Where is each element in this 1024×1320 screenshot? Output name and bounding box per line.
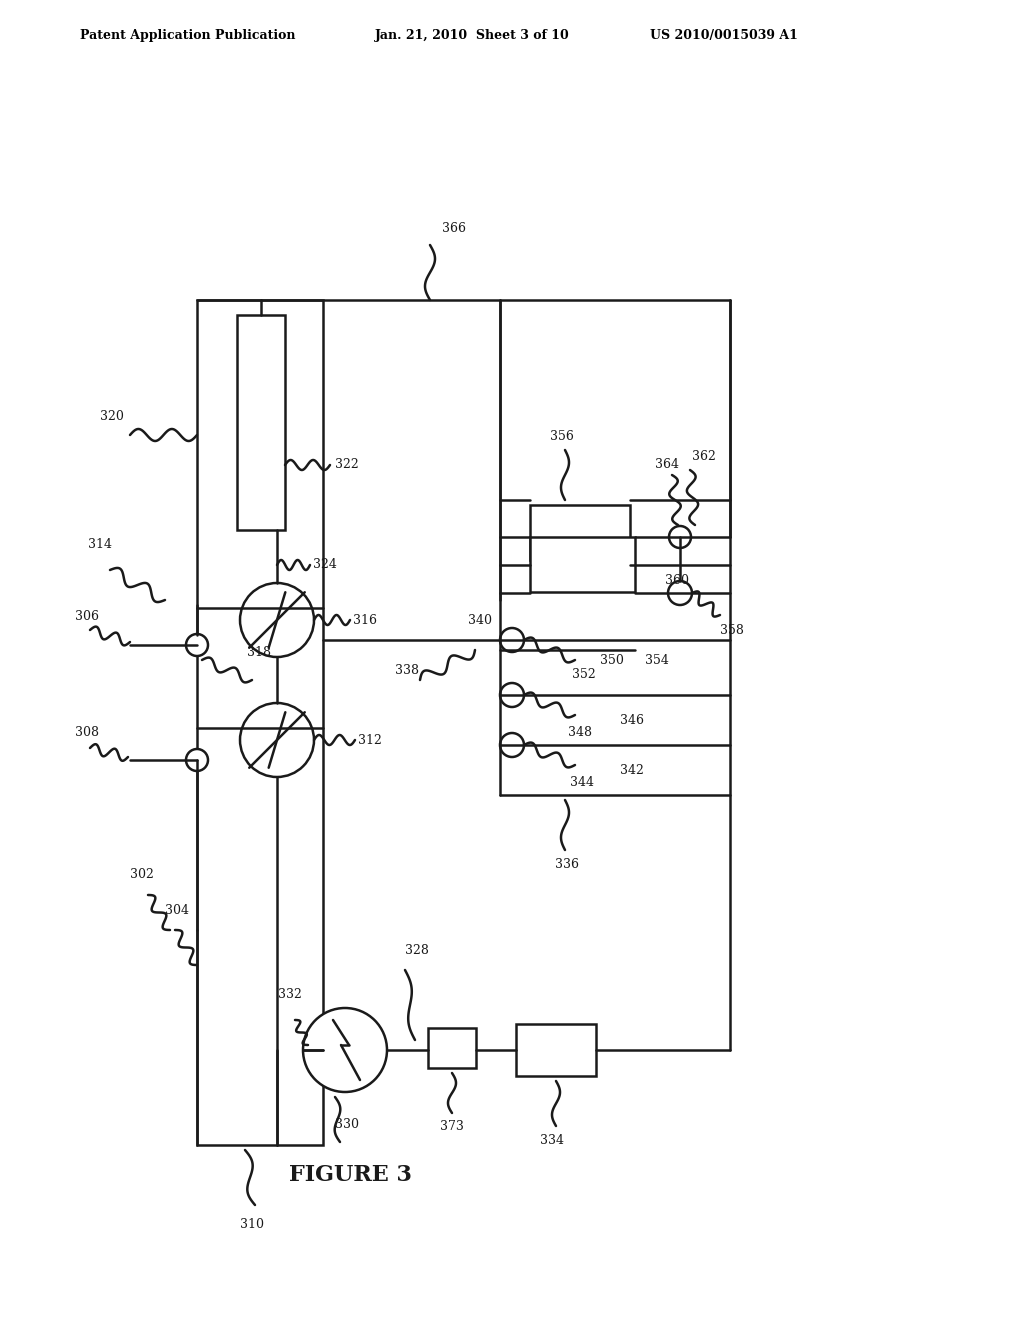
Text: 342: 342	[620, 763, 644, 776]
Text: 344: 344	[570, 776, 594, 789]
Text: 330: 330	[335, 1118, 359, 1131]
Text: 310: 310	[240, 1218, 264, 1232]
Bar	[237, 315, 285, 531]
Text: Patent Application Publication: Patent Application Publication	[80, 29, 296, 41]
Text: 364: 364	[655, 458, 679, 471]
Text: 312: 312	[358, 734, 382, 747]
Text: FIGURE 3: FIGURE 3	[289, 1164, 412, 1185]
Text: 314: 314	[88, 539, 112, 552]
Text: 308: 308	[75, 726, 99, 738]
Text: 320: 320	[100, 411, 124, 424]
Bar	[197, 300, 323, 1144]
Text: 316: 316	[353, 614, 377, 627]
Text: 332: 332	[278, 989, 302, 1002]
Circle shape	[240, 704, 314, 777]
Circle shape	[500, 733, 524, 756]
Text: 338: 338	[395, 664, 419, 676]
Text: 318: 318	[247, 645, 271, 659]
Text: 360: 360	[665, 573, 689, 586]
Text: 358: 358	[720, 623, 743, 636]
Text: 348: 348	[568, 726, 592, 739]
Text: 304: 304	[165, 903, 189, 916]
Text: US 2010/0015039 A1: US 2010/0015039 A1	[650, 29, 798, 41]
Circle shape	[500, 628, 524, 652]
Circle shape	[500, 682, 524, 708]
Circle shape	[669, 525, 691, 548]
Text: 322: 322	[335, 458, 358, 471]
Text: 328: 328	[406, 944, 429, 957]
Text: 302: 302	[130, 869, 154, 882]
Text: 324: 324	[313, 558, 337, 572]
Bar	[530, 506, 630, 560]
Bar	[530, 537, 635, 591]
Text: 350: 350	[600, 653, 624, 667]
Circle shape	[303, 1008, 387, 1092]
Circle shape	[668, 581, 692, 605]
Text: 346: 346	[620, 714, 644, 726]
Text: 336: 336	[555, 858, 579, 871]
Circle shape	[186, 634, 208, 656]
Text: 352: 352	[572, 668, 596, 681]
Circle shape	[186, 748, 208, 771]
Text: 334: 334	[540, 1134, 564, 1147]
Bar	[516, 1024, 596, 1076]
Text: 373: 373	[440, 1119, 464, 1133]
Text: 362: 362	[692, 450, 716, 463]
Bar	[428, 1028, 476, 1068]
Text: Jan. 21, 2010  Sheet 3 of 10: Jan. 21, 2010 Sheet 3 of 10	[375, 29, 569, 41]
Text: 354: 354	[645, 653, 669, 667]
Text: 366: 366	[442, 222, 466, 235]
Text: 306: 306	[75, 610, 99, 623]
Text: 356: 356	[550, 430, 573, 444]
Text: 340: 340	[468, 614, 492, 627]
Circle shape	[240, 583, 314, 657]
